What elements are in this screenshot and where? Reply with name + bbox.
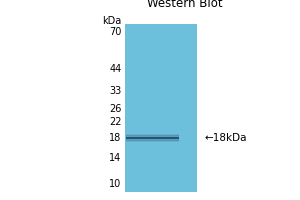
- Bar: [126, 138, 178, 141]
- Text: 14: 14: [109, 153, 122, 163]
- Bar: [126, 135, 178, 138]
- Text: kDa: kDa: [102, 16, 122, 26]
- Bar: [126, 140, 178, 142]
- Text: Western Blot: Western Blot: [147, 0, 222, 10]
- Text: 44: 44: [109, 64, 122, 74]
- Text: 10: 10: [109, 179, 122, 189]
- Text: 26: 26: [109, 104, 122, 114]
- Bar: [124, 24, 196, 192]
- Text: 22: 22: [109, 117, 122, 127]
- Text: 70: 70: [109, 27, 122, 37]
- Bar: [126, 137, 178, 139]
- Text: ←18kDa: ←18kDa: [204, 133, 247, 143]
- Text: 18: 18: [109, 133, 122, 143]
- Bar: [126, 134, 178, 136]
- Text: 33: 33: [109, 86, 122, 96]
